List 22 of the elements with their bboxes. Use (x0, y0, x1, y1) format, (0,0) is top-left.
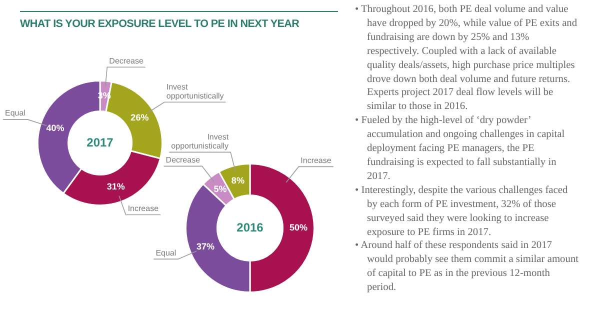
slice-label: Increase (128, 204, 160, 213)
data-label: 31% (106, 182, 125, 192)
text: 2017 (86, 135, 114, 150)
slice-label: Invest opportunistically (171, 132, 230, 150)
text: • Around half of these respondents said in 2017 would probably see them commit a similar amount of capital to PE as in the previous 12-month period. (355, 239, 580, 296)
data-label: 8% (231, 176, 244, 186)
text: • Fueled by the high-level of ‘dry powder’ accumulation and ongoing challenges in capital deployment facing PE managers, the PE fundraising is expected to fall substantially in 2017. (355, 114, 566, 184)
slice-label: Equal (156, 248, 176, 258)
data-label: 50% (290, 222, 308, 232)
data-label: 26% (130, 112, 149, 122)
slice-label: Increase (300, 156, 332, 165)
slice-label: Decrease (109, 56, 144, 66)
slice-label: Decrease (166, 155, 201, 164)
text: • Interestingly, despite the various challenges faced by each form of PE investment, 32% of those surveyed said they were looking to increase exposure to PE firms in 2017. (355, 184, 569, 240)
data-label: 37% (196, 242, 214, 252)
data-label: 40% (46, 122, 64, 133)
text: 2016 (236, 220, 264, 234)
text: • Throughout 2016, both PE deal volume and value have dropped by 20%, while value of PE exits and fundraising are down by 25% and 13% respectively. Coupled with a lack of available quality deals/assets, high purchase price multiples drove down both deal volume and future returns. Experts project 2017 deal flow levels will be similar to those in 2016. (355, 3, 578, 114)
slice-label: Invest opportunistically (166, 82, 224, 100)
slice-label: Equal (5, 108, 26, 118)
chart-title: WHAT IS YOUR EXPOSURE LEVEL TO PE IN NEXT YEAR (20, 11, 338, 30)
data-label: 5% (214, 184, 227, 194)
